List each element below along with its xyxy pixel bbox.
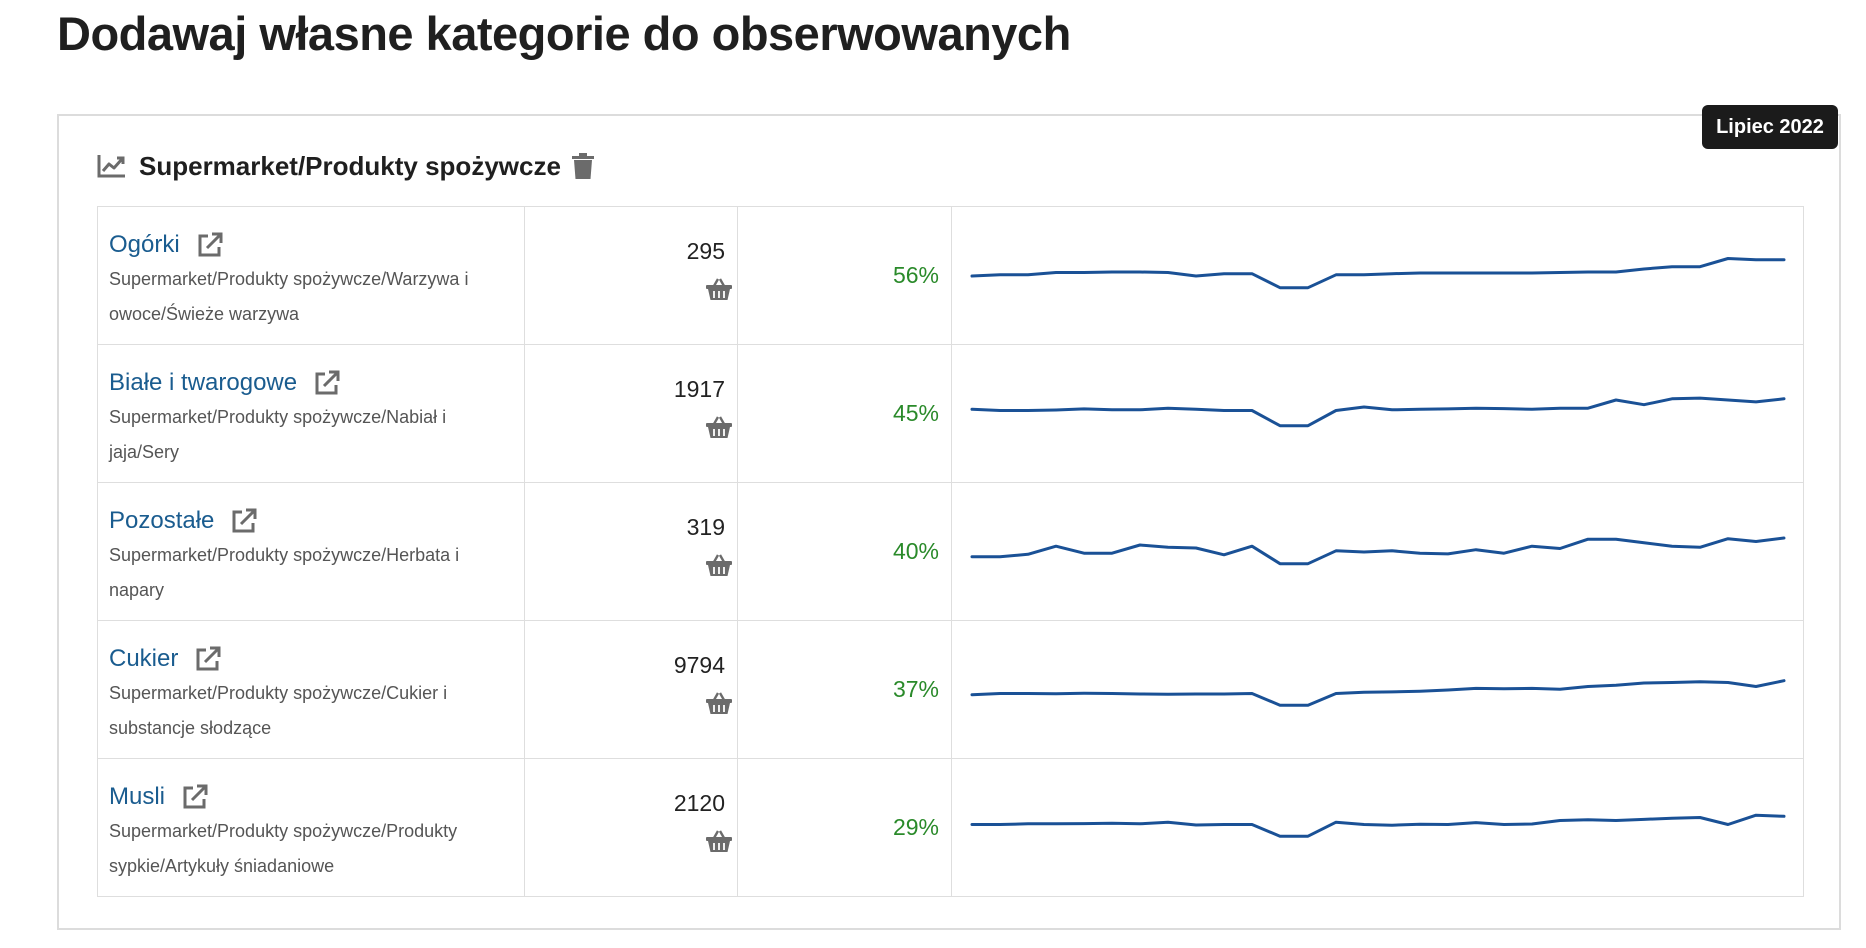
basket-icon bbox=[705, 691, 733, 715]
trash-icon[interactable] bbox=[571, 152, 595, 180]
category-path: Supermarket/Produkty spożywcze/Warzywa i… bbox=[109, 268, 469, 324]
external-link-icon[interactable] bbox=[313, 369, 341, 397]
external-link-icon[interactable] bbox=[194, 645, 222, 673]
percent-value: 56% bbox=[892, 262, 939, 288]
count-cell: 1917 bbox=[524, 344, 738, 483]
product-count: 319 bbox=[686, 513, 725, 540]
trend-sparkline bbox=[970, 256, 1786, 289]
external-link-icon[interactable] bbox=[181, 783, 209, 811]
sparkline-cell bbox=[951, 620, 1804, 759]
category-link[interactable]: Białe i twarogowe bbox=[109, 368, 298, 396]
percent-cell: 56% bbox=[737, 206, 952, 345]
percent-cell: 37% bbox=[737, 620, 952, 759]
category-path: Supermarket/Produkty spożywcze/Nabiał i … bbox=[109, 406, 447, 462]
name-cell: Ogórki Supermarket/Produkty spożywcze/Wa… bbox=[97, 206, 525, 345]
count-cell: 2120 bbox=[524, 758, 738, 897]
category-link[interactable]: Cukier bbox=[109, 644, 179, 672]
name-cell: Białe i twarogowe Supermarket/Produkty s… bbox=[97, 344, 525, 483]
trend-line bbox=[970, 396, 1786, 427]
trend-sparkline bbox=[970, 678, 1786, 707]
percent-cell: 45% bbox=[737, 344, 952, 483]
category-card: Supermarket/Produkty spożywcze Ogórki bbox=[57, 114, 1841, 930]
basket-icon bbox=[705, 277, 733, 301]
basket-icon bbox=[705, 415, 733, 439]
category-link[interactable]: Ogórki bbox=[109, 230, 180, 258]
percent-cell: 29% bbox=[737, 758, 952, 897]
basket-icon bbox=[705, 829, 733, 853]
category-link[interactable]: Musli bbox=[109, 782, 166, 810]
trend-sparkline bbox=[970, 396, 1786, 427]
category-path: Supermarket/Produkty spożywcze/Produkty … bbox=[109, 820, 458, 876]
category-link[interactable]: Pozostałe bbox=[109, 506, 215, 534]
trend-sparkline bbox=[970, 536, 1786, 565]
sparkline-cell bbox=[951, 482, 1804, 621]
product-count: 1917 bbox=[673, 375, 725, 402]
sparkline-cell bbox=[951, 344, 1804, 483]
external-link-icon[interactable] bbox=[196, 231, 224, 259]
count-cell: 295 bbox=[524, 206, 738, 345]
percent-value: 37% bbox=[892, 676, 939, 702]
count-cell: 319 bbox=[524, 482, 738, 621]
sparkline-cell bbox=[951, 758, 1804, 897]
trend-line bbox=[970, 678, 1786, 707]
name-cell: Cukier Supermarket/Produkty spożywcze/Cu… bbox=[97, 620, 525, 759]
card-header: Supermarket/Produkty spożywcze bbox=[97, 146, 595, 186]
basket-icon bbox=[705, 553, 733, 577]
month-badge: Lipiec 2022 bbox=[1702, 105, 1838, 149]
name-cell: Pozostałe Supermarket/Produkty spożywcze… bbox=[97, 482, 525, 621]
category-path: Supermarket/Produkty spożywcze/Herbata i… bbox=[109, 544, 460, 600]
page-title: Dodawaj własne kategorie do obserwowanyc… bbox=[57, 7, 1071, 60]
percent-value: 45% bbox=[892, 400, 939, 426]
count-cell: 9794 bbox=[524, 620, 738, 759]
trend-sparkline bbox=[970, 813, 1786, 838]
product-count: 2120 bbox=[673, 789, 725, 816]
table-row: Ogórki Supermarket/Produkty spożywcze/Wa… bbox=[97, 206, 1804, 345]
table-row: Pozostałe Supermarket/Produkty spożywcze… bbox=[97, 482, 1804, 621]
table-row: Musli Supermarket/Produkty spożywcze/Pro… bbox=[97, 758, 1804, 897]
percent-value: 40% bbox=[892, 538, 939, 564]
percent-cell: 40% bbox=[737, 482, 952, 621]
category-table: Ogórki Supermarket/Produkty spożywcze/Wa… bbox=[97, 206, 1804, 897]
trend-line bbox=[970, 813, 1786, 838]
table-row: Białe i twarogowe Supermarket/Produkty s… bbox=[97, 344, 1804, 483]
product-count: 9794 bbox=[673, 651, 725, 678]
percent-value: 29% bbox=[892, 814, 939, 840]
table-row: Cukier Supermarket/Produkty spożywcze/Cu… bbox=[97, 620, 1804, 759]
trend-chart-icon bbox=[97, 153, 127, 179]
card-title: Supermarket/Produkty spożywcze bbox=[139, 150, 561, 181]
category-path: Supermarket/Produkty spożywcze/Cukier i … bbox=[109, 682, 448, 738]
external-link-icon[interactable] bbox=[230, 507, 258, 535]
trend-line bbox=[970, 256, 1786, 289]
sparkline-cell bbox=[951, 206, 1804, 345]
name-cell: Musli Supermarket/Produkty spożywcze/Pro… bbox=[97, 758, 525, 897]
trend-line bbox=[970, 536, 1786, 565]
product-count: 295 bbox=[686, 237, 725, 264]
